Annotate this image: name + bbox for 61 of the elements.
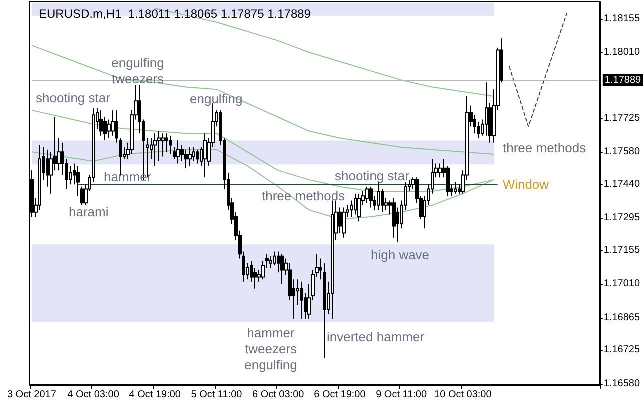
x-tick-label: 4 Oct 03:00 xyxy=(68,390,120,400)
y-tick-label: 1.17295 xyxy=(604,212,640,224)
y-tick-label: 1.16865 xyxy=(604,312,640,324)
candlestick xyxy=(99,110,103,136)
candlestick xyxy=(357,193,361,222)
annotation: three methods xyxy=(262,188,346,204)
candlestick xyxy=(196,149,199,164)
candlestick xyxy=(323,262,326,359)
candlestick xyxy=(342,207,346,238)
x-tick-label: 6 Oct 03:00 xyxy=(252,390,305,400)
candlestick xyxy=(365,186,369,204)
candlestick xyxy=(203,133,207,178)
annotation: harami xyxy=(69,204,109,220)
candlestick xyxy=(80,186,84,206)
y-tick-label: 1.17010 xyxy=(604,278,640,290)
candlestick xyxy=(300,281,303,320)
annotation: shooting star xyxy=(335,168,410,184)
candlestick xyxy=(188,147,192,167)
annotation: hammer tweezers engulfing xyxy=(244,326,298,372)
line-series xyxy=(31,45,494,155)
ref-line-label: Window xyxy=(502,177,550,192)
annotation: high wave xyxy=(371,248,430,262)
y-tick-label: 1.17580 xyxy=(604,146,640,158)
y-tick-label: 1.18010 xyxy=(604,47,640,58)
candlestick xyxy=(331,200,334,320)
candlestick xyxy=(115,110,118,144)
annotation: shooting star xyxy=(36,90,112,106)
candlestick xyxy=(377,182,380,211)
candlestick xyxy=(280,254,284,285)
candlestick xyxy=(161,133,165,158)
candlestick xyxy=(157,130,161,162)
candlestick xyxy=(176,140,180,164)
candlestick xyxy=(169,135,172,155)
candlestick xyxy=(454,182,457,194)
candlestick xyxy=(184,149,188,169)
candlestick xyxy=(319,258,322,280)
y-tick-label: 1.17155 xyxy=(604,245,640,256)
annotation: inverted hammer xyxy=(327,330,426,344)
x-tick-label: 9 Oct 11:00 xyxy=(376,390,428,400)
x-tick-label: 6 Oct 19:00 xyxy=(314,390,366,400)
candlestick xyxy=(392,198,396,238)
annotation: engulfing xyxy=(190,92,243,106)
chart-title: EURUSD.m,H1 1.18011 1.18065 1.17875 1.17889 xyxy=(39,7,312,21)
y-tick-label: 1.17725 xyxy=(604,113,640,124)
y-tick-label: 1.16725 xyxy=(604,344,640,356)
y-tick-label: 1.16580 xyxy=(604,378,640,390)
candlestick xyxy=(76,166,80,197)
annotation: three methods xyxy=(503,140,587,156)
x-tick-label: 10 Oct 03:00 xyxy=(434,390,492,400)
candlestick xyxy=(269,256,272,268)
candlestick xyxy=(369,186,373,208)
candlestick xyxy=(438,163,442,178)
y-tick-label: 1.18155 xyxy=(604,13,640,24)
x-tick-label: 3 Oct 2017 xyxy=(7,390,57,400)
candlestick xyxy=(192,147,195,162)
ref-line-label: 1.17889 xyxy=(604,75,642,86)
candlestick xyxy=(165,133,168,153)
y-tick-label: 1.17440 xyxy=(604,179,640,190)
x-tick-label: 5 Oct 11:00 xyxy=(191,390,243,400)
x-tick-label: 4 Oct 19:00 xyxy=(129,390,182,400)
candlestick xyxy=(153,133,157,167)
